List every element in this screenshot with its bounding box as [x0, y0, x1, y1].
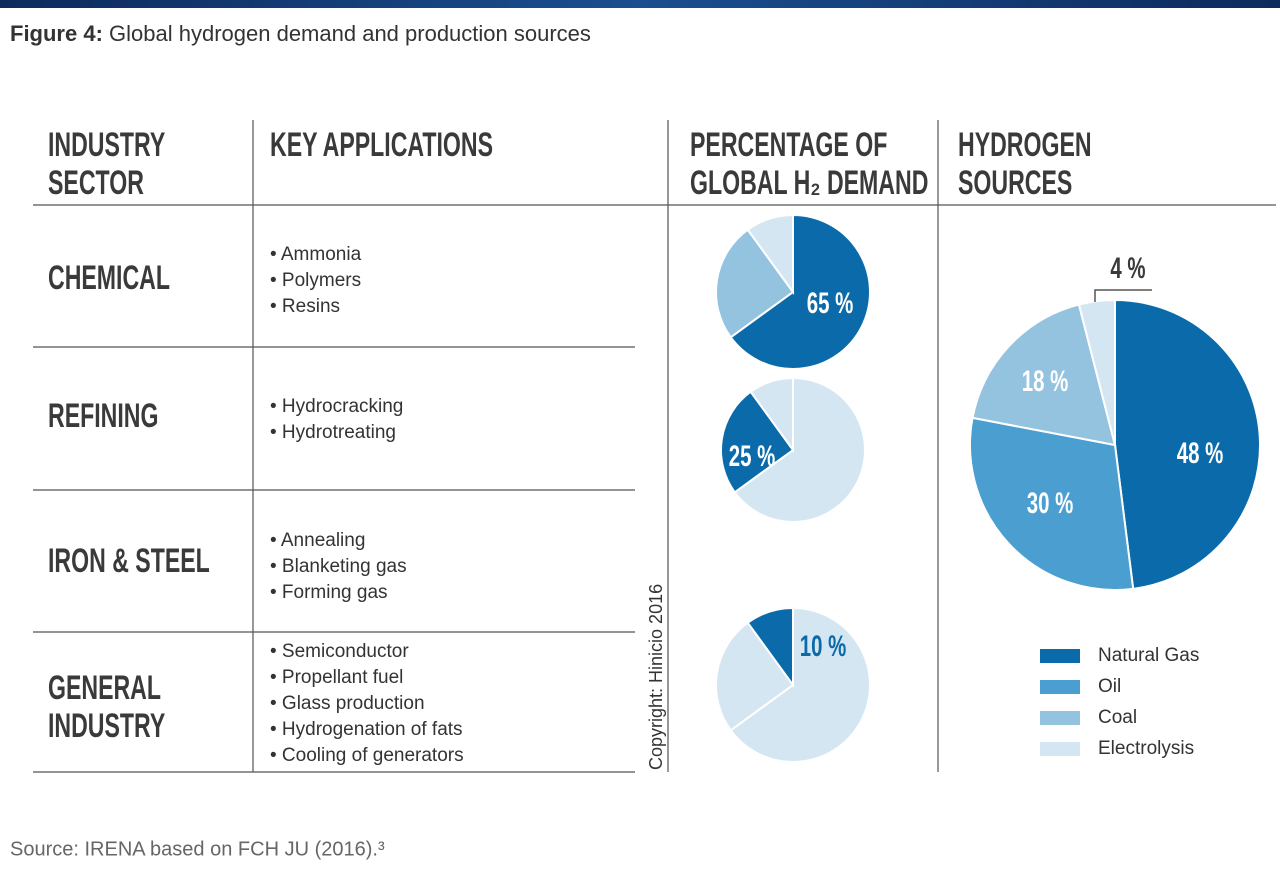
pie-slice	[733, 376, 866, 523]
sector-label: REFINING	[48, 398, 158, 435]
sector-label: CHEMICAL	[48, 260, 170, 297]
value-label: 25 %	[729, 440, 776, 473]
value-label-group: 48 %	[1177, 437, 1224, 470]
application: • Ammonia	[270, 244, 362, 265]
table-lines	[33, 120, 1276, 773]
legend-label: Electrolysis	[1098, 738, 1194, 759]
pie-slice	[1077, 298, 1116, 446]
source: Source: IRENA based on FCH JU (2016).³	[10, 838, 385, 860]
column-header: SOURCES	[958, 165, 1072, 202]
sector-label-group: INDUSTRY	[48, 708, 165, 745]
sector-label-group: GENERAL	[48, 670, 161, 707]
pie-slice	[971, 303, 1117, 447]
pie-slice	[720, 390, 795, 494]
column-header: PERCENTAGE OF	[690, 127, 887, 164]
pie-slice	[749, 376, 794, 454]
pie-slice	[729, 213, 871, 370]
column-header-group: SOURCES	[958, 165, 1072, 202]
application: • Glass production	[270, 693, 425, 714]
pie-slice	[715, 228, 795, 339]
column-header: INDUSTRY	[48, 127, 165, 164]
application: • Cooling of generators	[270, 745, 464, 766]
value-label-group: 25 %	[729, 440, 776, 473]
column-header: KEY APPLICATIONS	[270, 127, 493, 164]
column-header: GLOBAL H₂ DEMAND	[690, 165, 928, 202]
credit: Copyright: Hinicio 2016	[646, 584, 666, 770]
application: • Polymers	[270, 270, 361, 291]
application: • Semiconductor	[270, 641, 409, 662]
value-label: 10 %	[800, 630, 847, 663]
legend-swatch	[1040, 742, 1080, 756]
column-header-group: PERCENTAGE OF	[690, 127, 887, 164]
value-label: 4 %	[1110, 252, 1145, 285]
figure-title-text: Global hydrogen demand and production so…	[109, 21, 591, 46]
pie-slice	[969, 416, 1135, 591]
legend-swatch	[1040, 711, 1080, 725]
column-header-group: GLOBAL H₂ DEMAND	[690, 165, 928, 202]
application: • Hydrotreating	[270, 422, 396, 443]
pie-slice	[729, 606, 871, 763]
leader-line	[1094, 289, 1152, 302]
value-label: 48 %	[1177, 437, 1224, 470]
figure-title: Figure 4: Global hydrogen demand and pro…	[10, 21, 591, 46]
sector-label-group: IRON & STEEL	[48, 543, 210, 580]
legend-swatch	[1040, 649, 1080, 663]
sector-label-group: REFINING	[48, 398, 158, 435]
sector-label: INDUSTRY	[48, 708, 165, 745]
top-bar	[0, 0, 1280, 8]
column-header: HYDROGEN	[958, 127, 1092, 164]
sector-label: IRON & STEEL	[48, 543, 210, 580]
application: • Propellant fuel	[270, 667, 403, 688]
pie-slice	[746, 606, 794, 689]
pie-slice	[746, 213, 794, 296]
legend-label: Natural Gas	[1098, 645, 1199, 666]
application: • Forming gas	[270, 582, 388, 603]
figure-label: Figure 4:	[10, 21, 103, 46]
value-label: 65 %	[807, 287, 854, 320]
value-label-group: 65 %	[807, 287, 854, 320]
value-label: 18 %	[1022, 365, 1069, 398]
application: • Hydrogenation of fats	[270, 719, 463, 740]
column-header: SECTOR	[48, 165, 144, 202]
column-header-group: KEY APPLICATIONS	[270, 127, 493, 164]
legend-label: Coal	[1098, 707, 1137, 728]
value-label-group: 18 %	[1022, 365, 1069, 398]
application: • Hydrocracking	[270, 396, 403, 417]
application: • Resins	[270, 296, 340, 317]
value-label-group: 4 %	[1110, 252, 1145, 285]
column-header-group: INDUSTRY	[48, 127, 165, 164]
legend-label: Oil	[1098, 676, 1121, 697]
value-label-group: 30 %	[1027, 487, 1074, 520]
pie-slice	[1114, 298, 1261, 590]
value-label: 30 %	[1027, 487, 1074, 520]
pie-slice	[715, 621, 795, 732]
sector-label-group: CHEMICAL	[48, 260, 170, 297]
legend-swatch	[1040, 680, 1080, 694]
column-header-group: HYDROGEN	[958, 127, 1092, 164]
value-label-group: 10 %	[800, 630, 847, 663]
column-header-group: SECTOR	[48, 165, 144, 202]
sector-label: GENERAL	[48, 670, 161, 707]
application: • Annealing	[270, 530, 365, 551]
application: • Blanketing gas	[270, 556, 407, 577]
